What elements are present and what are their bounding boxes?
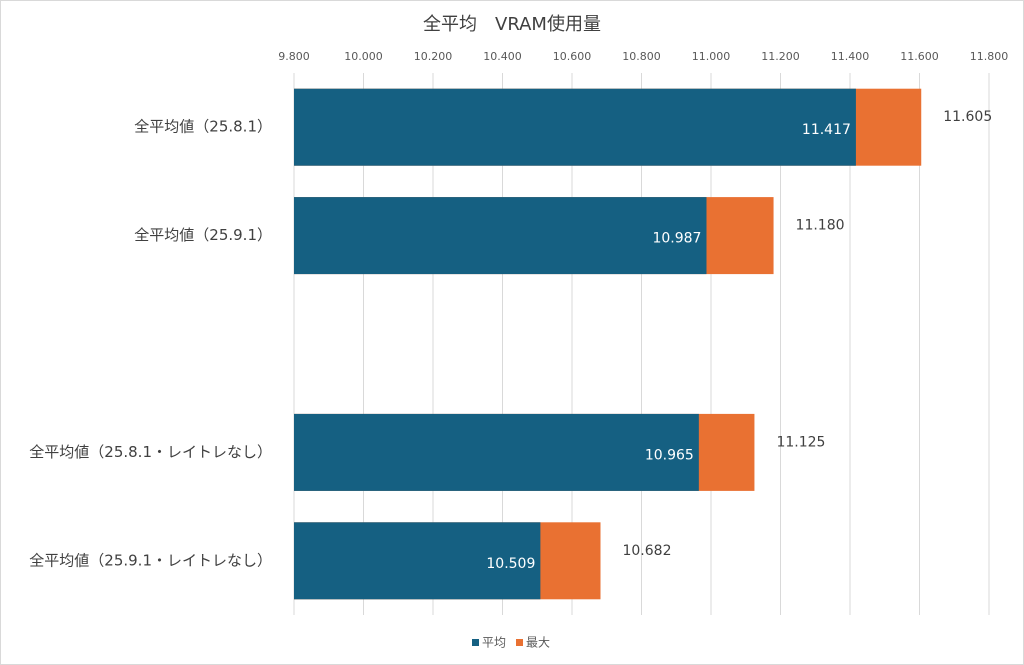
x-tick-label: 11.800 xyxy=(970,50,1009,63)
y-tick-label: 全平均値（25.8.1・レイトレなし） xyxy=(29,443,272,461)
bar xyxy=(294,522,541,600)
y-tick-label: 全平均値（25.9.1） xyxy=(134,226,272,244)
bar xyxy=(294,413,699,491)
data-label: 10.682 xyxy=(622,543,671,559)
y-tick-label: 全平均値（25.9.1・レイトレなし） xyxy=(29,551,272,569)
x-tick-label: 10.600 xyxy=(553,50,592,63)
data-label: 11.417 xyxy=(802,122,851,138)
x-tick-label: 10.400 xyxy=(483,50,522,63)
bar xyxy=(294,88,856,166)
legend-label: 最大 xyxy=(526,636,550,650)
x-tick-label: 11.600 xyxy=(900,50,939,63)
data-label: 11.125 xyxy=(776,434,825,450)
legend-label: 平均 xyxy=(482,636,506,650)
y-tick-label: 全平均値（25.8.1） xyxy=(134,118,272,136)
x-tick-label: 11.000 xyxy=(692,50,731,63)
legend-swatch xyxy=(516,639,523,646)
x-tick-label: 10.800 xyxy=(622,50,661,63)
data-label: 10.987 xyxy=(652,231,701,247)
data-label: 11.605 xyxy=(943,109,992,125)
x-tick-label: 11.200 xyxy=(761,50,800,63)
x-tick-label: 10.200 xyxy=(414,50,453,63)
bar xyxy=(294,197,707,275)
x-tick-label: 10.000 xyxy=(344,50,383,63)
data-label: 10.509 xyxy=(486,556,535,572)
data-label: 11.180 xyxy=(796,218,845,234)
x-tick-label: 9.800 xyxy=(278,50,310,63)
chart-title: 全平均 VRAM使用量 xyxy=(423,14,601,35)
legend-swatch xyxy=(472,639,479,646)
x-tick-label: 11.400 xyxy=(831,50,870,63)
data-label: 10.965 xyxy=(645,447,694,463)
